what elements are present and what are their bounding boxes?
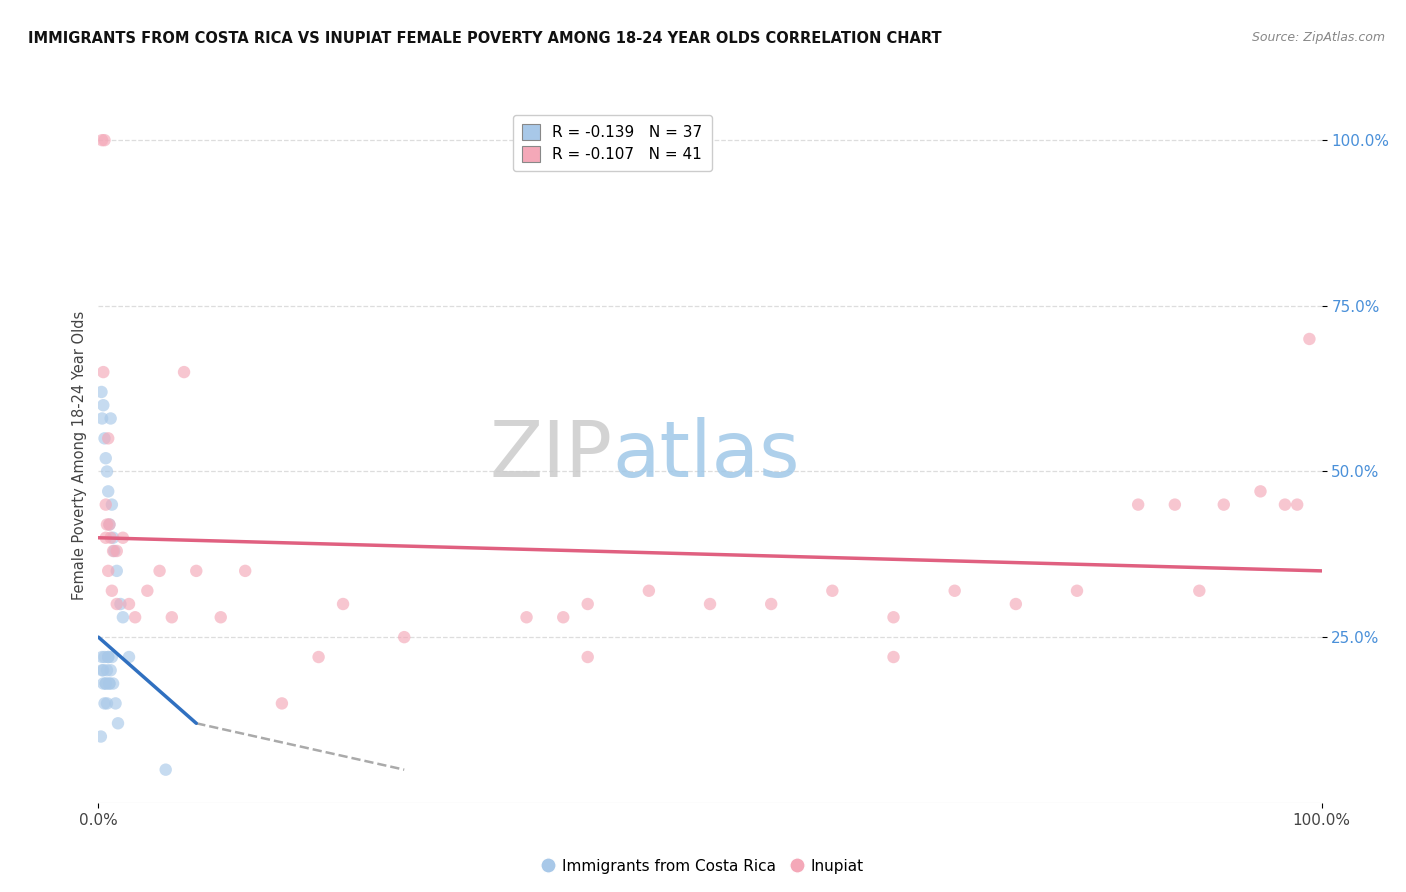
Point: [91, 365, 114, 379]
Point: [173, 365, 195, 379]
Point: [93, 697, 115, 711]
Point: [101, 498, 124, 512]
Legend: Immigrants from Costa Rica, Inupiat: Immigrants from Costa Rica, Inupiat: [536, 853, 870, 880]
Point: [97, 431, 120, 445]
Point: [233, 564, 256, 578]
Point: [761, 597, 783, 611]
Point: [91, 411, 114, 425]
Point: [576, 650, 599, 665]
Point: [94, 676, 117, 690]
Point: [93, 133, 115, 147]
Point: [1164, 498, 1187, 512]
Point: [91, 663, 114, 677]
Point: [155, 763, 177, 777]
Legend: R = -0.139   N = 37, R = -0.107   N = 41: R = -0.139 N = 37, R = -0.107 N = 41: [513, 115, 711, 171]
Text: atlas: atlas: [612, 417, 800, 493]
Point: [111, 610, 134, 624]
Point: [96, 517, 118, 532]
Point: [101, 676, 124, 690]
Point: [105, 544, 128, 558]
Point: [576, 597, 599, 611]
Point: [90, 384, 112, 399]
Point: [1188, 583, 1211, 598]
Point: [101, 583, 124, 598]
Point: [553, 610, 575, 624]
Point: [118, 650, 141, 665]
Point: [149, 564, 172, 578]
Text: ZIP: ZIP: [489, 417, 612, 493]
Point: [883, 650, 905, 665]
Point: [111, 531, 134, 545]
Point: [1274, 498, 1296, 512]
Point: [821, 583, 844, 598]
Point: [97, 564, 120, 578]
Point: [516, 610, 538, 624]
Point: [98, 517, 121, 532]
Point: [118, 597, 141, 611]
Point: [105, 597, 128, 611]
Text: IMMIGRANTS FROM COSTA RICA VS INUPIAT FEMALE POVERTY AMONG 18-24 YEAR OLDS CORRE: IMMIGRANTS FROM COSTA RICA VS INUPIAT FE…: [28, 31, 942, 46]
Point: [91, 676, 114, 690]
Point: [91, 650, 114, 665]
Point: [883, 610, 905, 624]
Point: [392, 630, 416, 644]
Point: [94, 498, 117, 512]
Point: [308, 650, 330, 665]
Point: [943, 583, 966, 598]
Point: [94, 531, 117, 545]
Point: [107, 716, 129, 731]
Point: [93, 650, 115, 665]
Point: [91, 133, 114, 147]
Point: [98, 676, 121, 690]
Point: [100, 411, 122, 425]
Point: [105, 564, 128, 578]
Point: [1004, 597, 1026, 611]
Point: [332, 597, 354, 611]
Point: [103, 544, 125, 558]
Point: [96, 697, 118, 711]
Point: [136, 583, 159, 598]
Point: [1212, 498, 1234, 512]
Point: [1286, 498, 1309, 512]
Point: [101, 650, 124, 665]
Point: [91, 398, 114, 412]
Point: [637, 583, 661, 598]
Point: [96, 663, 118, 677]
Point: [98, 676, 121, 690]
Point: [104, 697, 127, 711]
Point: [100, 663, 122, 677]
Point: [1298, 332, 1320, 346]
Y-axis label: Female Poverty Among 18-24 Year Olds: Female Poverty Among 18-24 Year Olds: [72, 310, 87, 599]
Point: [91, 663, 114, 677]
Point: [160, 610, 183, 624]
Point: [270, 697, 294, 711]
Point: [186, 564, 208, 578]
Point: [90, 730, 112, 744]
Point: [110, 597, 132, 611]
Point: [97, 650, 120, 665]
Point: [93, 431, 115, 445]
Point: [100, 531, 122, 545]
Point: [1128, 498, 1150, 512]
Point: [96, 465, 118, 479]
Point: [1066, 583, 1088, 598]
Point: [97, 484, 120, 499]
Point: [94, 451, 117, 466]
Point: [101, 544, 124, 558]
Point: [97, 650, 120, 665]
Point: [699, 597, 721, 611]
Point: [124, 610, 146, 624]
Text: Source: ZipAtlas.com: Source: ZipAtlas.com: [1251, 31, 1385, 45]
Point: [101, 531, 124, 545]
Point: [209, 610, 232, 624]
Point: [94, 676, 117, 690]
Point: [1250, 484, 1272, 499]
Point: [98, 517, 121, 532]
